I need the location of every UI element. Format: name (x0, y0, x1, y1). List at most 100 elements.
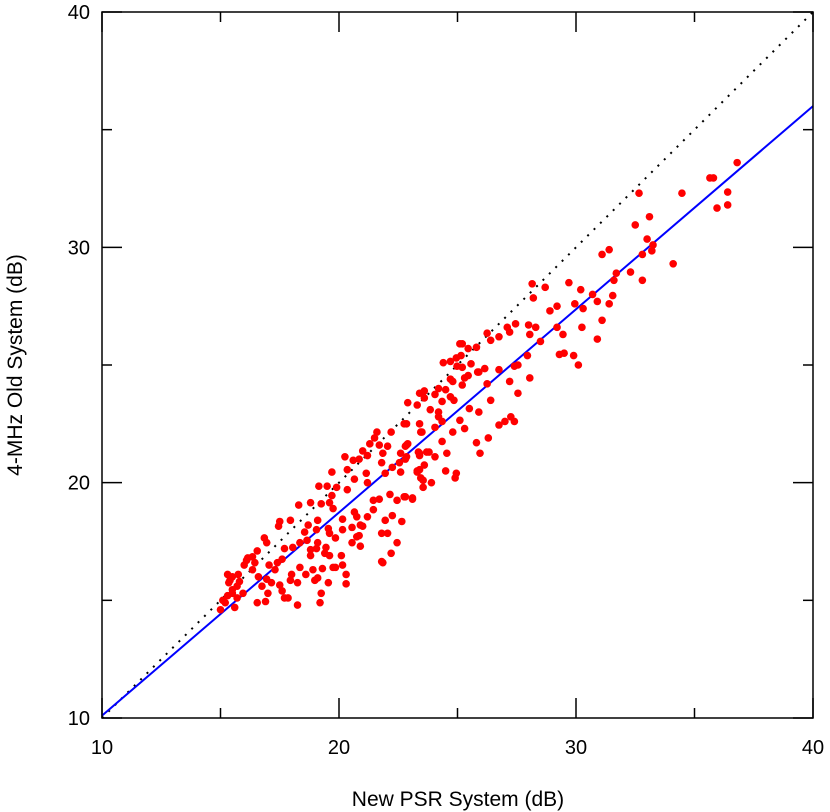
data-point (233, 594, 241, 602)
data-point (531, 323, 540, 332)
data-point (379, 449, 387, 458)
data-point (553, 302, 561, 310)
data-point (350, 508, 359, 516)
data-point (356, 542, 365, 551)
data-point (309, 565, 317, 574)
data-point (396, 449, 405, 458)
data-point (458, 340, 467, 348)
data-point (413, 401, 422, 409)
data-point (381, 516, 390, 525)
data-point (398, 517, 406, 526)
data-point (396, 468, 405, 476)
data-point (329, 504, 337, 513)
data-point (514, 389, 522, 398)
data-point (420, 394, 429, 402)
data-point (284, 594, 292, 602)
data-point (302, 570, 310, 579)
data-point (415, 449, 424, 458)
data-point (439, 358, 448, 367)
data-point (386, 490, 394, 499)
data-point (631, 221, 640, 229)
data-point (420, 387, 429, 395)
data-point (358, 522, 367, 531)
data-point (569, 351, 578, 360)
data-point (369, 496, 378, 505)
data-point (605, 245, 613, 254)
data-point (495, 421, 503, 429)
data-point (338, 515, 347, 523)
data-point (387, 428, 395, 436)
data-point (325, 529, 334, 538)
data-point (612, 269, 621, 278)
data-point (318, 564, 327, 573)
data-point (560, 349, 568, 358)
data-point (400, 420, 408, 428)
data-point (536, 337, 545, 346)
data-point (242, 556, 251, 565)
data-point (248, 552, 257, 561)
data-point (313, 538, 322, 547)
data-point (275, 581, 284, 589)
data-point (233, 582, 241, 591)
data-point (363, 478, 372, 487)
data-point (649, 241, 657, 249)
data-point (234, 570, 243, 579)
data-point (486, 396, 495, 405)
data-point (419, 476, 427, 485)
data-point (464, 371, 472, 380)
y-tick-label: 30 (68, 237, 90, 259)
data-point (388, 511, 397, 520)
y-tick-labels: 10 20 30 40 (68, 2, 90, 730)
data-point (370, 434, 379, 442)
data-point (362, 469, 371, 478)
data-point (355, 531, 363, 540)
data-point (501, 417, 509, 426)
data-point (610, 276, 618, 285)
data-point (387, 549, 395, 558)
data-point (383, 529, 392, 538)
data-point (388, 463, 397, 472)
data-point (413, 467, 422, 475)
data-point (293, 601, 302, 609)
data-point (598, 316, 606, 325)
data-point (525, 374, 534, 382)
data-point (723, 201, 732, 209)
data-point (254, 573, 263, 581)
data-point (331, 534, 340, 542)
data-point (366, 440, 374, 448)
data-point (296, 563, 304, 572)
data-point (608, 291, 617, 300)
data-point (403, 398, 412, 407)
data-point (383, 442, 392, 450)
data-point (723, 188, 732, 196)
data-point (337, 551, 346, 560)
data-point (460, 424, 469, 433)
data-point (287, 570, 296, 579)
data-point (264, 589, 272, 598)
data-point (332, 483, 341, 492)
data-point (571, 300, 579, 308)
data-point (420, 461, 429, 469)
data-point (709, 174, 718, 182)
data-point (441, 385, 450, 394)
x-tick-label: 10 (91, 737, 113, 759)
data-point (446, 357, 455, 366)
data-point (648, 247, 656, 255)
data-points (216, 158, 741, 614)
data-point (328, 468, 336, 476)
data-point (306, 551, 315, 560)
data-point (448, 428, 457, 436)
data-point (645, 212, 654, 221)
data-point (280, 544, 289, 553)
data-point (486, 336, 495, 345)
data-point (431, 452, 439, 461)
data-point (431, 390, 439, 399)
data-point (228, 589, 237, 598)
data-point (379, 558, 387, 567)
data-point (363, 512, 372, 521)
data-point (713, 204, 721, 212)
data-point (278, 555, 286, 563)
data-point (265, 561, 273, 569)
data-point (578, 323, 586, 332)
data-point (348, 523, 356, 532)
